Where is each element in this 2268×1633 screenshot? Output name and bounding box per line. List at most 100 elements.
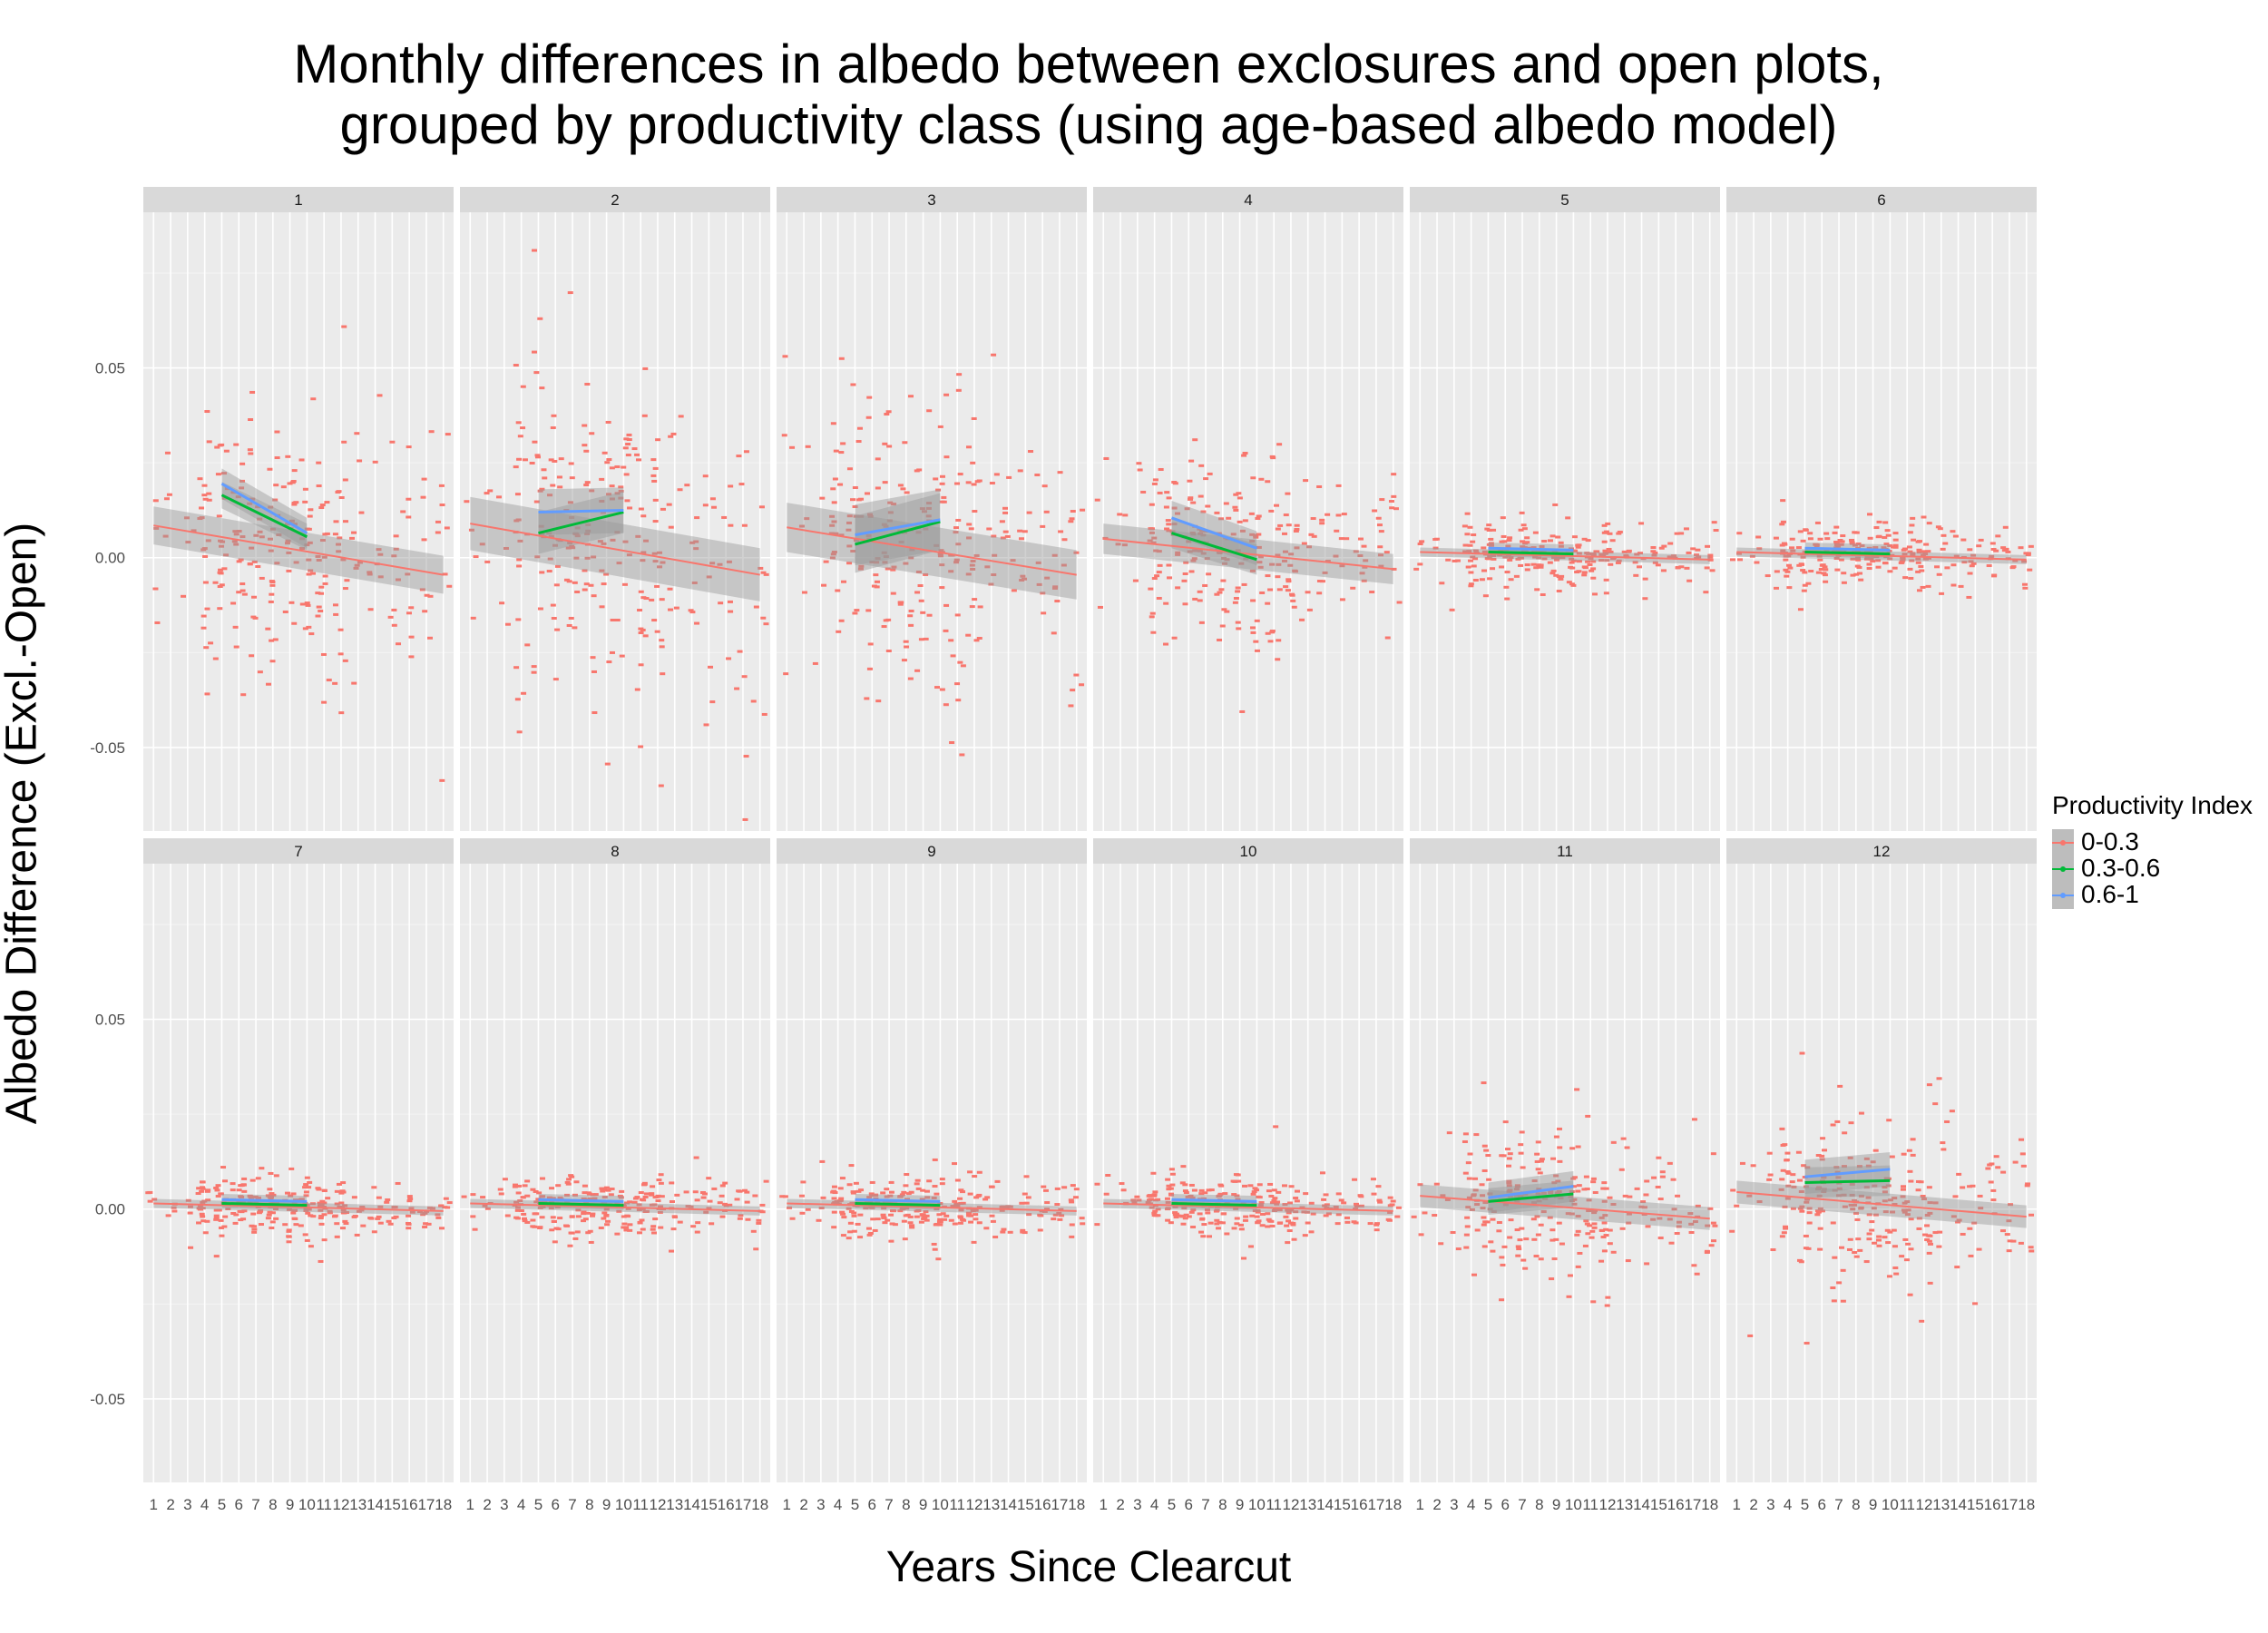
data-point: [1243, 557, 1249, 561]
data-point: [1256, 545, 1262, 549]
data-point: [1467, 1152, 1473, 1156]
data-point: [291, 501, 298, 504]
data-point: [1034, 473, 1041, 476]
data-point: [256, 1211, 262, 1215]
data-point: [291, 1217, 298, 1220]
data-point: [1534, 1152, 1540, 1156]
data-point: [406, 1195, 413, 1198]
data-point: [268, 1197, 274, 1200]
data-point: [1233, 596, 1239, 600]
chart-title-line-2: grouped by productivity class (using age…: [339, 94, 1838, 155]
data-point: [1554, 556, 1560, 560]
data-point: [1566, 1295, 1572, 1298]
data-point: [333, 612, 339, 616]
data-point: [690, 1225, 697, 1228]
data-point: [1605, 522, 1611, 525]
data-point: [1800, 569, 1806, 572]
data-point: [709, 562, 716, 565]
data-point: [954, 1202, 961, 1206]
data-point: [231, 540, 238, 543]
data-point: [1925, 584, 1931, 588]
data-point: [638, 507, 644, 511]
data-point: [1026, 511, 1032, 514]
data-point: [1785, 1184, 1792, 1188]
data-point: [338, 1191, 345, 1195]
data-point: [846, 514, 853, 518]
data-point: [1249, 569, 1256, 572]
data-point: [240, 693, 247, 697]
data-point: [1539, 1158, 1545, 1161]
data-point: [166, 493, 172, 496]
data-point: [1287, 1201, 1294, 1205]
data-point: [1805, 582, 1812, 585]
data-point: [659, 1195, 665, 1198]
data-point: [213, 1255, 220, 1258]
data-point: [1268, 509, 1275, 513]
data-point: [723, 1204, 729, 1208]
data-point: [1234, 1194, 1240, 1198]
data-point: [2025, 1182, 2031, 1186]
data-point: [1607, 532, 1613, 535]
data-point: [1226, 516, 1232, 520]
data-point: [147, 1199, 153, 1203]
data-point: [259, 1167, 265, 1170]
data-point: [1833, 525, 1840, 529]
data-point: [1770, 1248, 1776, 1252]
data-point: [1603, 1227, 1609, 1231]
data-point: [641, 414, 648, 417]
x-tick-label: 11: [949, 1496, 965, 1513]
data-point: [1221, 608, 1227, 611]
data-point: [881, 523, 887, 526]
data-point: [1538, 1223, 1544, 1227]
legend-label-high: 0.6-1: [2081, 880, 2139, 908]
trend-line-0.6-1: [855, 1198, 941, 1203]
data-point: [1051, 586, 1058, 590]
data-point: [850, 498, 856, 502]
data-point: [1671, 1208, 1677, 1211]
data-point: [986, 527, 992, 531]
data-point: [1241, 1184, 1247, 1188]
panel-background: [143, 864, 454, 1482]
data-point: [1268, 1194, 1275, 1198]
data-point: [1039, 1209, 1045, 1213]
data-point: [600, 1189, 606, 1193]
data-point: [1986, 564, 1992, 568]
data-point: [943, 455, 950, 459]
data-point: [614, 1232, 621, 1236]
data-point: [1151, 1194, 1158, 1198]
data-point: [1466, 1177, 1472, 1180]
data-point: [1590, 1180, 1597, 1184]
data-point: [1166, 1184, 1172, 1188]
data-point: [1043, 510, 1050, 513]
data-point: [703, 723, 709, 727]
data-point: [1846, 1247, 1853, 1251]
data-point: [1797, 1258, 1804, 1262]
legend-title: Productivity Index: [2052, 791, 2253, 819]
x-tick-label: 4: [517, 1496, 525, 1513]
data-point: [304, 527, 310, 531]
data-point: [988, 582, 994, 586]
data-point: [2018, 1241, 2024, 1245]
x-tick-label: 17: [417, 1496, 435, 1513]
x-tick-label: 15: [1334, 1496, 1351, 1513]
data-point: [2022, 586, 2028, 590]
data-point: [1482, 1201, 1489, 1205]
data-point: [1237, 1223, 1244, 1227]
data-point: [1324, 1206, 1330, 1209]
data-point: [1197, 549, 1203, 552]
data-point: [319, 1199, 326, 1203]
x-tick-label: 2: [799, 1496, 807, 1513]
data-point: [1538, 1159, 1544, 1163]
data-point: [643, 597, 650, 601]
data-points: [152, 325, 453, 782]
data-point: [224, 487, 230, 491]
data-point: [1944, 566, 1950, 570]
data-point: [669, 1181, 675, 1185]
data-point: [524, 1179, 531, 1183]
data-point: [1730, 558, 1736, 562]
data-point: [954, 613, 961, 617]
data-point: [319, 539, 326, 543]
data-point: [552, 459, 558, 463]
data-point: [1892, 1202, 1898, 1206]
